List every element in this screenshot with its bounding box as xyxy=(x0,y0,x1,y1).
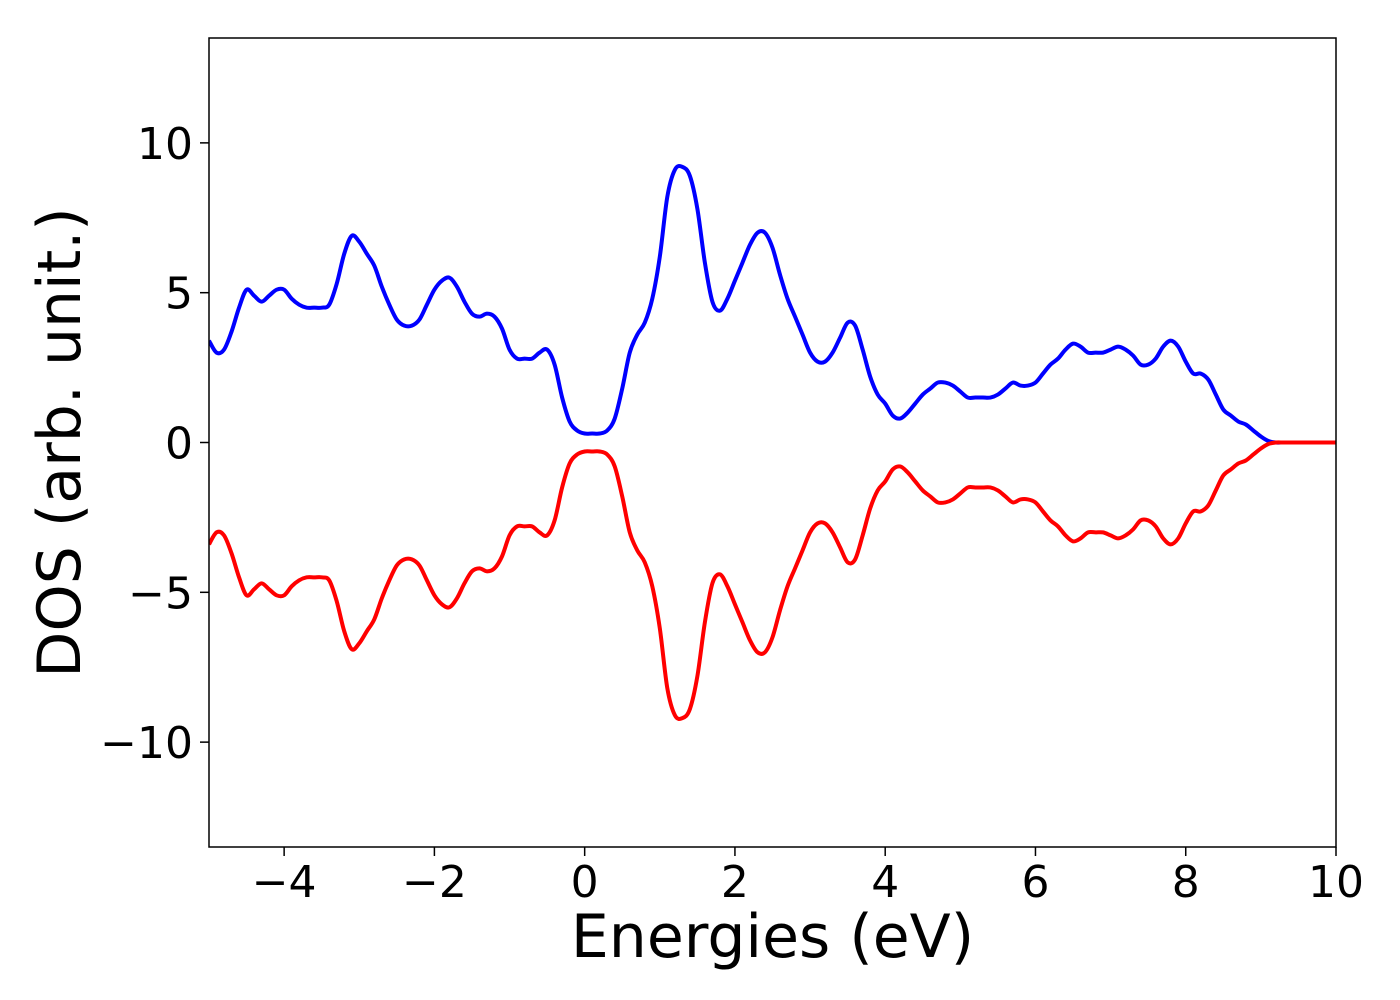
y-tick-label: 10 xyxy=(137,119,193,170)
x-tick-label: 4 xyxy=(871,857,899,908)
y-tick-label: −5 xyxy=(128,568,193,619)
x-axis-ticks: −4 −2 0 2 4 6 8 10 xyxy=(252,847,1364,908)
series-line-1 xyxy=(209,164,1336,445)
x-tick-label: 8 xyxy=(1172,857,1200,908)
series-layer xyxy=(209,164,1336,721)
y-axis-ticks: −10 −5 0 5 10 xyxy=(100,119,209,769)
x-tick-label: 6 xyxy=(1021,857,1049,908)
plot-frame xyxy=(208,37,1337,848)
y-tick-label: −10 xyxy=(100,718,193,769)
x-tick-label: 10 xyxy=(1308,857,1364,908)
y-tick-label: 5 xyxy=(165,269,193,320)
x-tick-label: 2 xyxy=(721,857,749,908)
x-tick-label: −2 xyxy=(402,857,467,908)
series-line-2 xyxy=(209,440,1336,721)
y-tick-label: 0 xyxy=(165,419,193,470)
x-tick-label: −4 xyxy=(252,857,317,908)
x-tick-label: 0 xyxy=(571,857,599,908)
y-axis-label: DOS (arb. unit.) xyxy=(25,207,95,677)
x-axis-label: Energies (eV) xyxy=(571,902,974,972)
